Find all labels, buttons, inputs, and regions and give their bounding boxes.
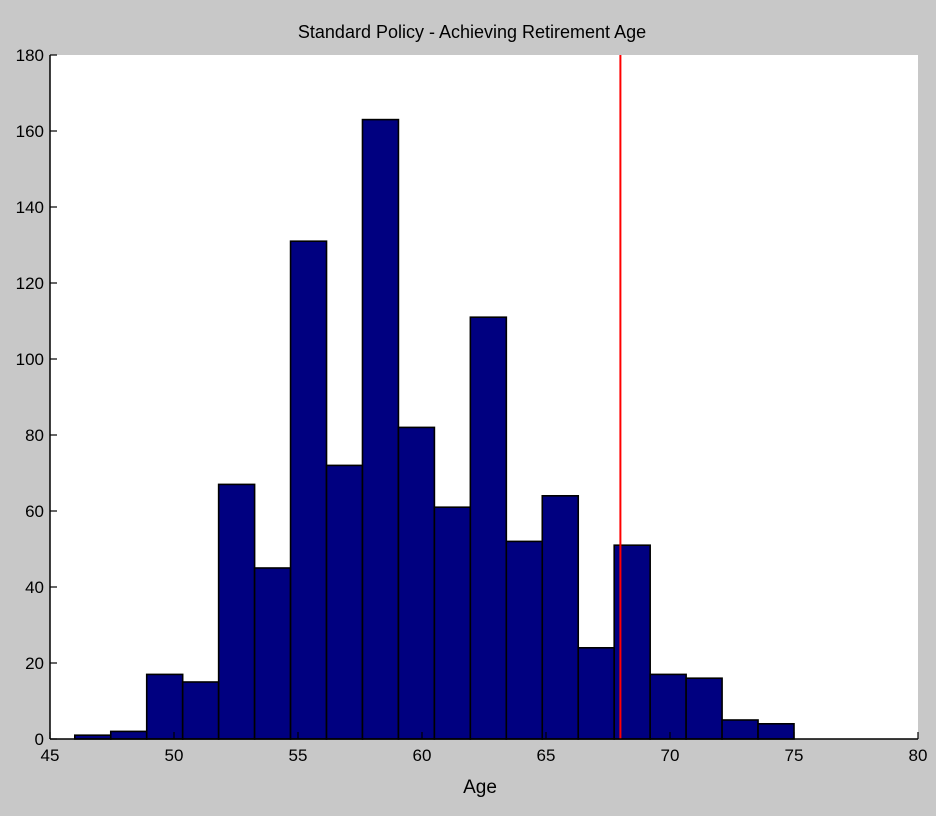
bars-group	[74, 118, 795, 740]
histogram-bar	[361, 118, 400, 740]
histogram-bar	[469, 316, 508, 740]
histogram-bar	[577, 646, 615, 740]
y-tick-label: 160	[16, 122, 44, 141]
chart-title: Standard Policy - Achieving Retirement A…	[298, 22, 646, 42]
histogram-bar	[433, 506, 472, 740]
histogram-bar	[541, 494, 580, 740]
x-tick-label: 75	[785, 746, 804, 765]
x-tick-label: 80	[909, 746, 928, 765]
y-tick-label: 140	[16, 198, 44, 217]
histogram-bar	[217, 483, 256, 740]
histogram-bar	[757, 722, 795, 740]
y-tick-label: 0	[35, 730, 44, 749]
y-tick-label: 20	[25, 654, 44, 673]
y-tick-label: 100	[16, 350, 44, 369]
histogram-bar	[109, 730, 148, 740]
x-axis-label: Age	[463, 777, 497, 798]
y-tick-label: 80	[25, 426, 44, 445]
x-tick-label: 70	[661, 746, 680, 765]
y-tick-label: 40	[25, 578, 44, 597]
x-tick-label: 45	[41, 746, 60, 765]
y-tick-label: 180	[16, 46, 44, 65]
histogram-bar	[181, 681, 220, 740]
histogram-bar	[505, 540, 544, 740]
x-tick-label: 50	[165, 746, 184, 765]
histogram-bar	[253, 567, 292, 740]
y-tick-label: 60	[25, 502, 44, 521]
histogram-bar	[325, 464, 364, 740]
histogram-bar	[685, 677, 723, 740]
axes-group: 45 50 55 60 65 70 75 80 0 20 40 60 80 100 120 140 160 180	[16, 46, 928, 765]
y-tick-label: 120	[16, 274, 44, 293]
x-tick-label: 65	[537, 746, 556, 765]
x-tick-label: 55	[289, 746, 308, 765]
x-tick-label: 60	[413, 746, 432, 765]
histogram-bar	[289, 240, 328, 740]
histogram-bar	[397, 426, 436, 740]
histogram-bar	[649, 673, 687, 740]
histogram-bar	[145, 673, 184, 740]
histogram-bar	[721, 719, 759, 740]
